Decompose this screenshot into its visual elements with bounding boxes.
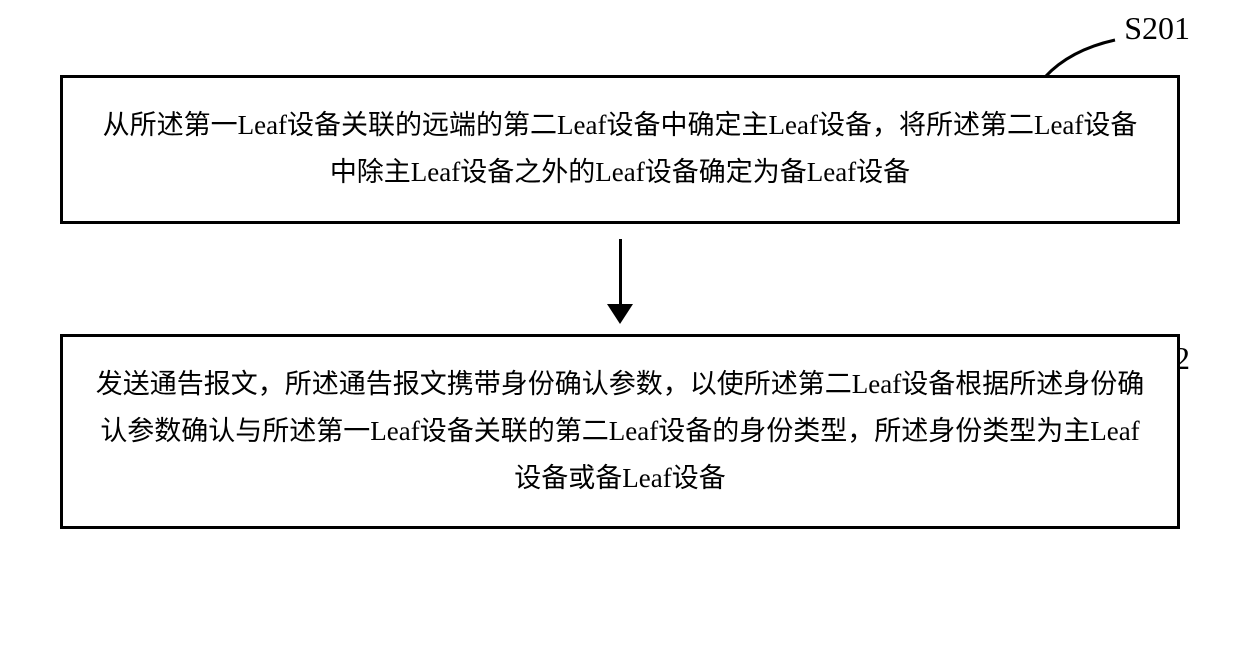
arrow-head-icon (607, 304, 633, 324)
step-label-s201: S201 (1124, 10, 1190, 47)
step-text-s201: 从所述第一Leaf设备关联的远端的第二Leaf设备中确定主Leaf设备，将所述第… (93, 102, 1147, 197)
flowchart-container: S201 从所述第一Leaf设备关联的远端的第二Leaf设备中确定主Leaf设备… (60, 40, 1180, 529)
step-box-s201: 从所述第一Leaf设备关联的远端的第二Leaf设备中确定主Leaf设备，将所述第… (60, 75, 1180, 224)
step-box-s202: 发送通告报文，所述通告报文携带身份确认参数，以使所述第二Leaf设备根据所述身份… (60, 334, 1180, 530)
step-text-s202: 发送通告报文，所述通告报文携带身份确认参数，以使所述第二Leaf设备根据所述身份… (93, 361, 1147, 503)
arrow-connector (60, 224, 1180, 334)
